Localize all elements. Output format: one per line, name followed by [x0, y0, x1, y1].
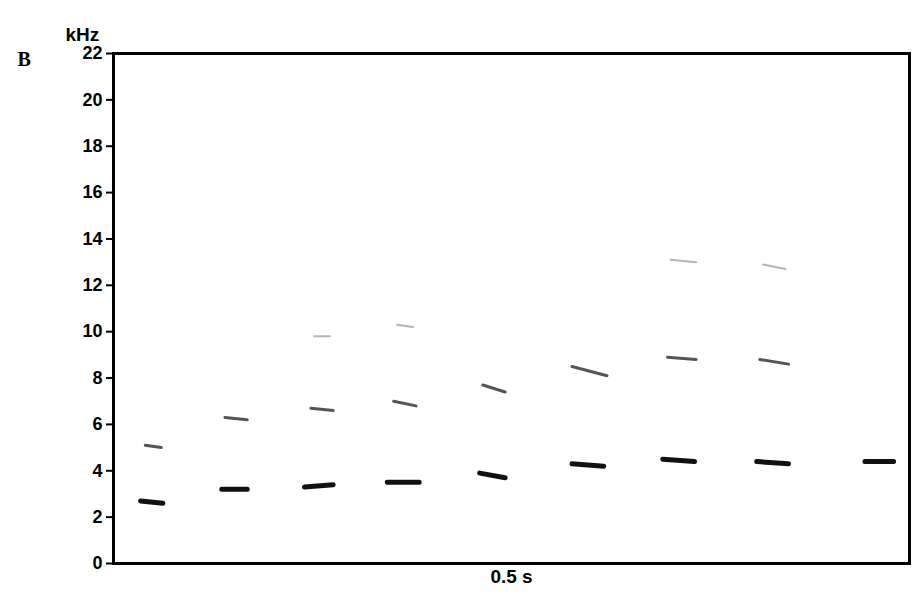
svg-text:kHz: kHz — [66, 24, 100, 45]
svg-text:20: 20 — [82, 90, 102, 110]
svg-text:22: 22 — [82, 43, 102, 63]
svg-text:6: 6 — [92, 414, 102, 434]
svg-text:16: 16 — [82, 182, 102, 202]
svg-text:14: 14 — [82, 229, 102, 249]
svg-text:4: 4 — [92, 461, 102, 481]
svg-text:B: B — [18, 48, 31, 70]
svg-text:0.5 s: 0.5 s — [490, 566, 532, 587]
svg-text:10: 10 — [82, 321, 102, 341]
svg-text:12: 12 — [82, 275, 102, 295]
svg-text:8: 8 — [92, 368, 102, 388]
svg-text:0: 0 — [92, 553, 102, 573]
svg-text:18: 18 — [82, 136, 102, 156]
svg-text:2: 2 — [92, 507, 102, 527]
